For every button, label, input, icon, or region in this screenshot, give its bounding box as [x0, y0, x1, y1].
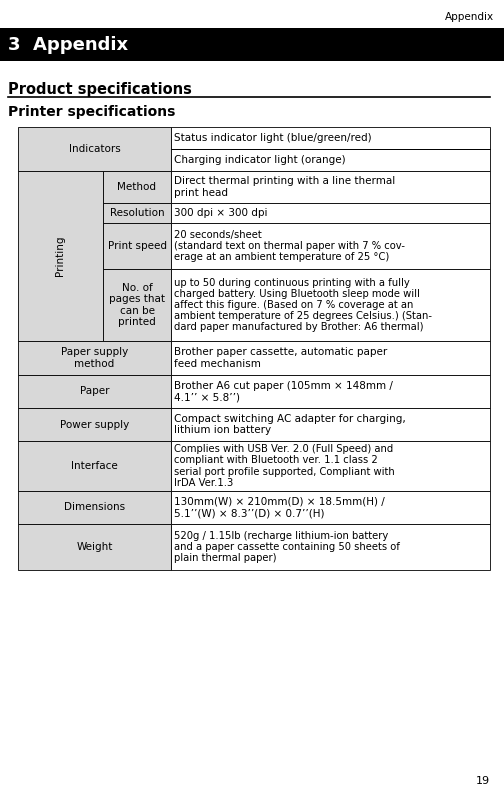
- Text: Weight: Weight: [76, 542, 113, 552]
- Bar: [18, 171, 103, 341]
- Bar: [0, 28, 504, 61]
- Bar: [171, 491, 490, 524]
- Bar: [171, 341, 490, 375]
- Text: Charging indicator light (orange): Charging indicator light (orange): [174, 155, 346, 165]
- Bar: [171, 203, 490, 223]
- Text: Brother paper cassette, automatic paper
feed mechanism: Brother paper cassette, automatic paper …: [174, 347, 387, 369]
- Bar: [18, 375, 171, 408]
- Bar: [18, 341, 171, 375]
- Text: Brother A6 cut paper (105mm × 148mm /
4.1’’ × 5.8’’): Brother A6 cut paper (105mm × 148mm / 4.…: [174, 381, 393, 402]
- Text: 520g / 1.15lb (recharge lithium-ion battery
and a paper cassette containing 50 s: 520g / 1.15lb (recharge lithium-ion batt…: [174, 531, 400, 563]
- Bar: [171, 127, 490, 149]
- Bar: [103, 203, 171, 223]
- Text: Method: Method: [117, 182, 157, 192]
- Text: up to 50 during continuous printing with a fully
charged battery. Using Bluetoot: up to 50 during continuous printing with…: [174, 278, 432, 333]
- Bar: [171, 223, 490, 269]
- Text: Status indicator light (blue/green/red): Status indicator light (blue/green/red): [174, 133, 371, 143]
- Bar: [103, 171, 171, 203]
- Bar: [103, 223, 171, 269]
- Text: No. of
pages that
can be
printed: No. of pages that can be printed: [109, 283, 165, 327]
- Bar: [171, 171, 490, 203]
- Bar: [171, 524, 490, 570]
- Bar: [103, 269, 171, 341]
- Text: 300 dpi × 300 dpi: 300 dpi × 300 dpi: [174, 208, 268, 218]
- Text: 19: 19: [476, 776, 490, 786]
- Bar: [171, 375, 490, 408]
- Text: Printer specifications: Printer specifications: [8, 105, 175, 119]
- Text: Complies with USB Ver. 2.0 (Full Speed) and
compliant with Bluetooth ver. 1.1 cl: Complies with USB Ver. 2.0 (Full Speed) …: [174, 444, 395, 488]
- Text: 130mm(W) × 210mm(D) × 18.5mm(H) /
5.1’’(W) × 8.3’’(D) × 0.7’’(H): 130mm(W) × 210mm(D) × 18.5mm(H) / 5.1’’(…: [174, 497, 385, 518]
- Bar: [18, 408, 171, 441]
- Text: Dimensions: Dimensions: [64, 503, 125, 512]
- Bar: [171, 149, 490, 171]
- Text: Paper supply
method: Paper supply method: [61, 347, 128, 369]
- Bar: [18, 127, 171, 171]
- Text: Interface: Interface: [71, 461, 118, 471]
- Text: Direct thermal printing with a line thermal
print head: Direct thermal printing with a line ther…: [174, 176, 395, 198]
- Text: Product specifications: Product specifications: [8, 82, 192, 97]
- Bar: [18, 524, 171, 570]
- Text: Appendix: Appendix: [445, 12, 494, 22]
- Text: 20 seconds/sheet
(standard text on thermal paper with 7 % cov-
erage at an ambie: 20 seconds/sheet (standard text on therm…: [174, 230, 405, 263]
- Text: Indicators: Indicators: [69, 144, 120, 154]
- Text: Printing: Printing: [55, 235, 66, 276]
- Bar: [18, 491, 171, 524]
- Text: Resolution: Resolution: [110, 208, 164, 218]
- Bar: [171, 408, 490, 441]
- Bar: [171, 269, 490, 341]
- Text: Compact switching AC adapter for charging,
lithium ion battery: Compact switching AC adapter for chargin…: [174, 414, 406, 435]
- Bar: [18, 441, 171, 491]
- Bar: [171, 441, 490, 491]
- Text: Power supply: Power supply: [60, 420, 129, 429]
- Text: Print speed: Print speed: [107, 241, 166, 251]
- Text: 3  Appendix: 3 Appendix: [8, 35, 128, 53]
- Text: Paper: Paper: [80, 386, 109, 397]
